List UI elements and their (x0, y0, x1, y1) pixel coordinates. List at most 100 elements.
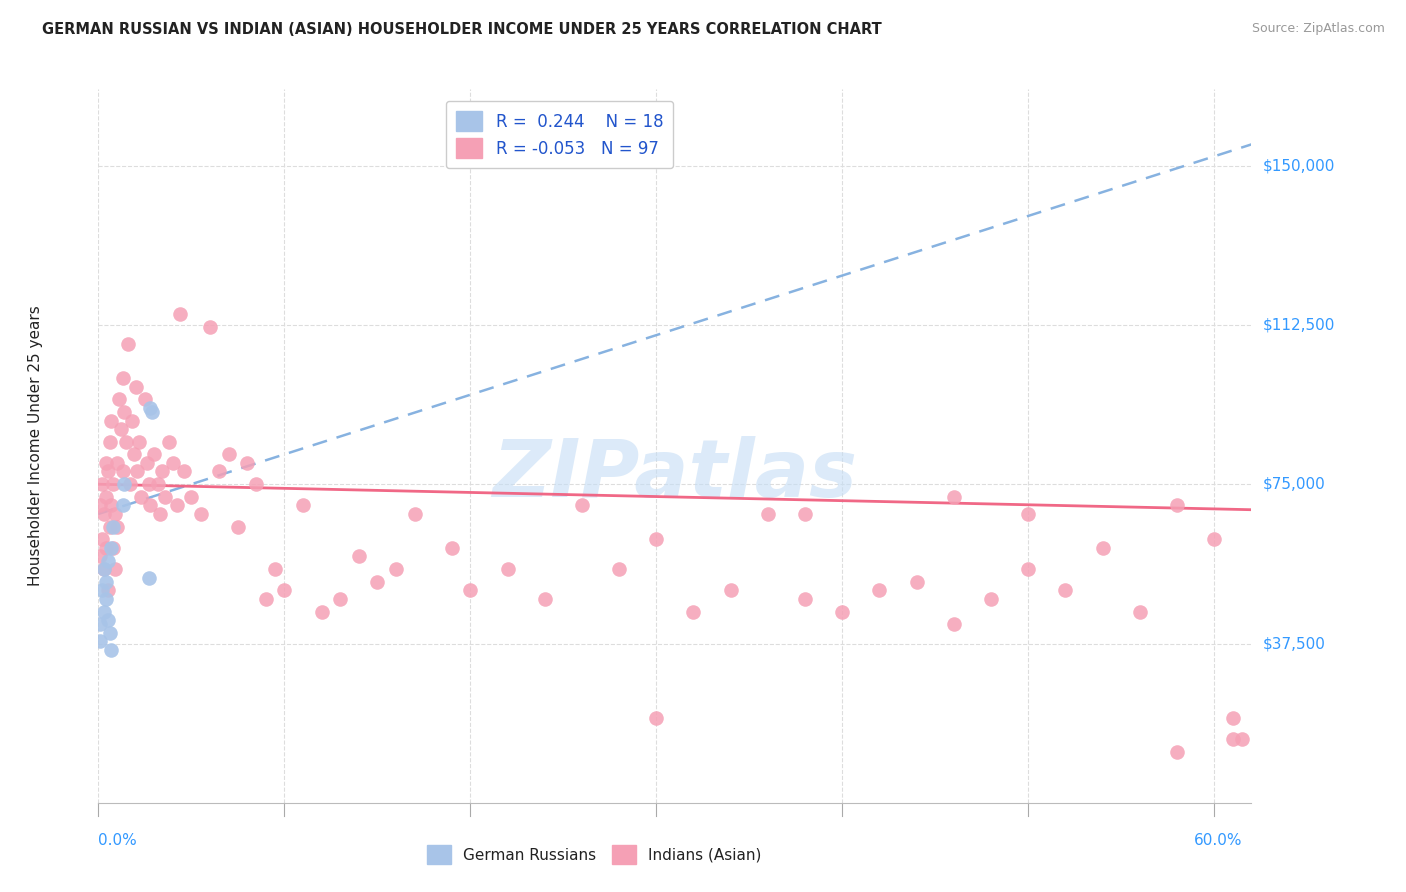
Point (1166, 745, 1188, 759)
Point (141, 405, 163, 419)
Point (645, 711, 668, 725)
Point (794, 507, 817, 521)
Point (103, 519, 125, 533)
Point (111, 465, 134, 479)
Point (245, 477, 267, 491)
Point (1166, 499, 1188, 513)
Point (166, 499, 188, 513)
Point (226, 519, 249, 533)
Point (645, 533, 668, 547)
Point (1054, 583, 1077, 598)
Text: $150,000: $150,000 (1263, 158, 1334, 173)
Point (111, 499, 134, 513)
Text: 0.0%: 0.0% (98, 833, 138, 848)
Point (496, 562, 519, 576)
Point (98, 434, 121, 449)
Point (94, 591, 117, 606)
Point (157, 434, 180, 449)
Point (1091, 541, 1114, 555)
Point (756, 507, 779, 521)
Point (114, 405, 136, 419)
Point (100, 541, 122, 555)
Point (143, 448, 166, 462)
Text: 60.0%: 60.0% (1194, 833, 1241, 848)
Point (264, 562, 287, 576)
Point (134, 392, 156, 407)
Point (129, 490, 152, 504)
Point (385, 562, 408, 576)
Point (98, 626, 121, 640)
Point (169, 307, 191, 321)
Point (97, 583, 120, 598)
Point (110, 422, 132, 436)
Point (146, 477, 169, 491)
Point (868, 583, 890, 598)
Point (942, 617, 965, 632)
Point (114, 477, 136, 491)
Point (91, 583, 114, 598)
Point (607, 562, 630, 576)
Point (291, 499, 314, 513)
Point (980, 591, 1002, 606)
Point (94, 574, 117, 589)
Text: GERMAN RUSSIAN VS INDIAN (ASIAN) HOUSEHOLDER INCOME UNDER 25 YEARS CORRELATION C: GERMAN RUSSIAN VS INDIAN (ASIAN) HOUSEHO… (42, 22, 882, 37)
Point (93, 562, 115, 576)
Point (366, 574, 388, 589)
Point (311, 605, 333, 619)
Point (89, 617, 111, 632)
Point (105, 456, 128, 470)
Point (138, 477, 160, 491)
Point (180, 490, 202, 504)
Point (93, 507, 115, 521)
Point (103, 541, 125, 555)
Point (94, 541, 117, 555)
Point (149, 507, 172, 521)
Point (138, 571, 160, 585)
Point (128, 434, 150, 449)
Point (97, 554, 120, 568)
Point (347, 549, 370, 564)
Point (121, 413, 143, 427)
Point (173, 465, 195, 479)
Text: ZIPatlas: ZIPatlas (492, 435, 858, 514)
Point (94, 490, 117, 504)
Point (135, 456, 157, 470)
Legend: German Russians, Indians (Asian): German Russians, Indians (Asian) (420, 839, 768, 870)
Point (198, 320, 221, 334)
Point (1017, 562, 1039, 576)
Point (111, 371, 134, 385)
Point (117, 337, 139, 351)
Point (100, 643, 122, 657)
Point (100, 413, 122, 427)
Point (127, 465, 149, 479)
Point (218, 448, 240, 462)
Point (236, 456, 259, 470)
Point (89, 499, 111, 513)
Point (91, 477, 114, 491)
Text: $112,500: $112,500 (1263, 318, 1334, 333)
Point (155, 490, 177, 504)
Point (682, 605, 704, 619)
Point (108, 392, 131, 407)
Point (98, 519, 121, 533)
Point (103, 477, 125, 491)
Point (1230, 732, 1253, 747)
Text: $75,000: $75,000 (1263, 476, 1326, 491)
Point (139, 499, 162, 513)
Point (720, 583, 742, 598)
Point (104, 507, 127, 521)
Point (533, 591, 555, 606)
Point (89, 634, 111, 648)
Point (97, 613, 120, 627)
Point (118, 477, 141, 491)
Point (162, 456, 184, 470)
Point (208, 465, 231, 479)
Point (440, 541, 463, 555)
Text: Source: ZipAtlas.com: Source: ZipAtlas.com (1251, 22, 1385, 36)
Text: $37,500: $37,500 (1263, 636, 1326, 651)
Point (105, 519, 128, 533)
Point (1222, 711, 1244, 725)
Point (100, 499, 122, 513)
Point (91, 533, 114, 547)
Point (1222, 732, 1244, 747)
